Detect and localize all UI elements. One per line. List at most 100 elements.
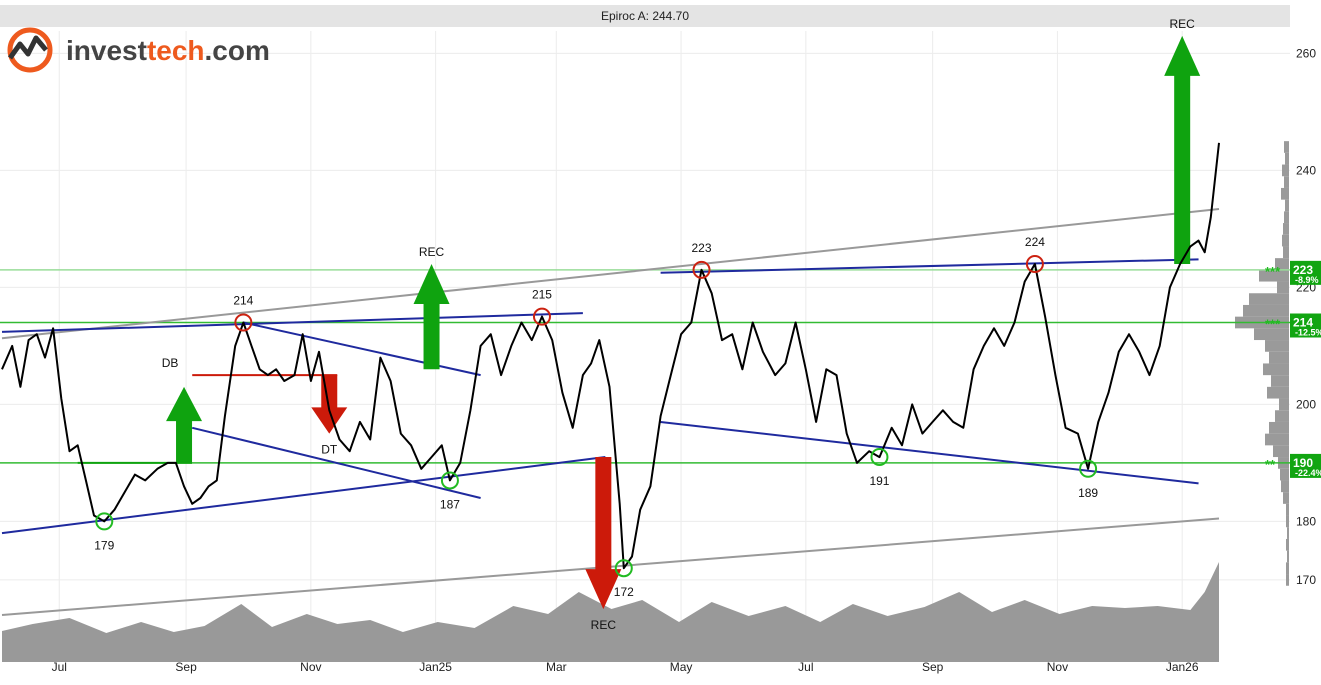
level-badge: [1290, 260, 1321, 285]
volume-profile-bar: [1285, 152, 1289, 165]
trend-line: [1, 312, 583, 333]
level-value: 223: [1293, 263, 1313, 277]
level-labels: *** 223-8.9% *** 214-12.5% ** 190-22.4%: [1265, 260, 1321, 478]
high-marker: [532, 307, 551, 326]
extreme-label: 215: [532, 288, 552, 302]
title-bar: [0, 5, 1290, 27]
volume-profile-bar: [1265, 433, 1289, 446]
channel-line: [1, 208, 1220, 340]
volume-profile-bar: [1271, 375, 1289, 387]
volume-profile-bar: [1283, 223, 1289, 235]
down-arrow-icon: [585, 457, 622, 610]
volume-profile-bar: [1285, 199, 1289, 212]
x-tick-label: Nov: [300, 660, 321, 674]
volume-profile-bar: [1263, 363, 1289, 376]
volume-profile-bar: [1284, 141, 1289, 153]
volume-profile-bar: [1284, 176, 1289, 188]
level-value: 214: [1293, 316, 1313, 330]
y-tick-label: 180: [1296, 514, 1316, 528]
price-line: [1, 142, 1220, 570]
volume-profile-bar: [1275, 258, 1289, 270]
signal-label: REC: [419, 245, 445, 259]
level-stars: ***: [1265, 264, 1281, 279]
volume-profile-bar: [1273, 445, 1289, 458]
trend-line: [660, 420, 1199, 485]
y-axis-bg: [1290, 0, 1321, 680]
low-marker: [1079, 459, 1098, 478]
volume-profile-bar: [1287, 527, 1289, 539]
up-arrow-icon: [413, 264, 450, 370]
volume-profile: [1235, 141, 1289, 586]
x-tick-label: Nov: [1047, 660, 1068, 674]
level-badge: [1290, 453, 1321, 478]
x-axis: Jul Sep Nov Jan25 Mar May Jul Sep Nov Jan26: [52, 660, 1199, 674]
y-tick-label: 200: [1296, 397, 1316, 411]
volume-profile-bar: [1269, 351, 1289, 364]
volume-profile-bar: [1259, 269, 1289, 282]
logo-zigzag-icon: [7, 35, 48, 60]
up-arrow-icon: [1164, 35, 1201, 264]
signal-label: DT: [321, 443, 338, 457]
level-value: 190: [1293, 456, 1313, 470]
volume-profile-bar: [1277, 281, 1289, 294]
extrema-markers: 179 214 187 215 172 223 191 224 189: [94, 235, 1098, 599]
extreme-label: 191: [869, 474, 889, 488]
trend-line: [243, 321, 481, 377]
volume-profile-bar: [1243, 304, 1289, 317]
signal-label: REC: [1170, 17, 1196, 31]
signal-label: REC: [591, 618, 617, 632]
level-pct: -8.9%: [1295, 275, 1319, 285]
level-stars: **: [1265, 457, 1276, 472]
volume-profile-bar: [1283, 246, 1289, 259]
volume-profile-bar: [1286, 574, 1289, 586]
high-marker: [1025, 255, 1044, 273]
low-marker: [870, 448, 889, 467]
x-tick-label: Mar: [546, 660, 567, 674]
extreme-label: 172: [614, 585, 634, 599]
signal-arrows: DB DT REC REC REC: [77, 17, 1201, 632]
volume-profile-bar: [1284, 211, 1289, 224]
volume-profile-bar: [1287, 550, 1289, 563]
logo-ring-icon: [7, 27, 53, 73]
signal-label: DB: [162, 356, 179, 370]
volume-profile-bar: [1281, 187, 1289, 200]
volume-profile-bar: [1281, 480, 1289, 493]
y-tick-label: 240: [1296, 163, 1316, 177]
volume-profile-bar: [1282, 164, 1289, 177]
volume-profile-bar: [1279, 398, 1289, 411]
high-marker: [234, 313, 253, 332]
chart-title: Epiroc A: 244.70: [601, 9, 689, 23]
low-marker: [440, 471, 459, 490]
volume-area-fill: [2, 562, 1219, 662]
volume-profile-bar: [1269, 421, 1289, 434]
volume-profile-bar: [1286, 503, 1289, 516]
x-tick-label: Jul: [798, 660, 813, 674]
extreme-label: 224: [1025, 235, 1045, 249]
volume-profile-bar: [1265, 340, 1289, 352]
x-tick-label: Sep: [922, 660, 944, 674]
level-badge: [1290, 313, 1321, 338]
y-tick-label: 260: [1296, 46, 1316, 60]
investtech-logo: investtech.com: [7, 27, 270, 73]
x-tick-label: Jan25: [419, 660, 452, 674]
level-stars: ***: [1265, 317, 1281, 332]
price-series: [1, 142, 1220, 570]
extreme-label: 189: [1078, 486, 1098, 500]
level-pct: -22.4%: [1295, 468, 1321, 478]
volume-profile-bar: [1275, 410, 1289, 422]
extreme-label: 179: [94, 538, 114, 552]
x-tick-label: Jul: [52, 660, 67, 674]
extreme-label: 214: [233, 294, 253, 308]
y-tick-label: 170: [1296, 573, 1316, 587]
volume-profile-bar: [1254, 328, 1289, 341]
volume-profile-bar: [1286, 538, 1289, 551]
volume-profile-bar: [1283, 492, 1289, 504]
volume-area: [2, 562, 1219, 662]
low-marker: [95, 512, 114, 531]
trend-line: [191, 426, 481, 499]
trend-line: [660, 258, 1199, 274]
level-pct: -12.5%: [1295, 328, 1321, 338]
extreme-label: 187: [440, 497, 460, 511]
